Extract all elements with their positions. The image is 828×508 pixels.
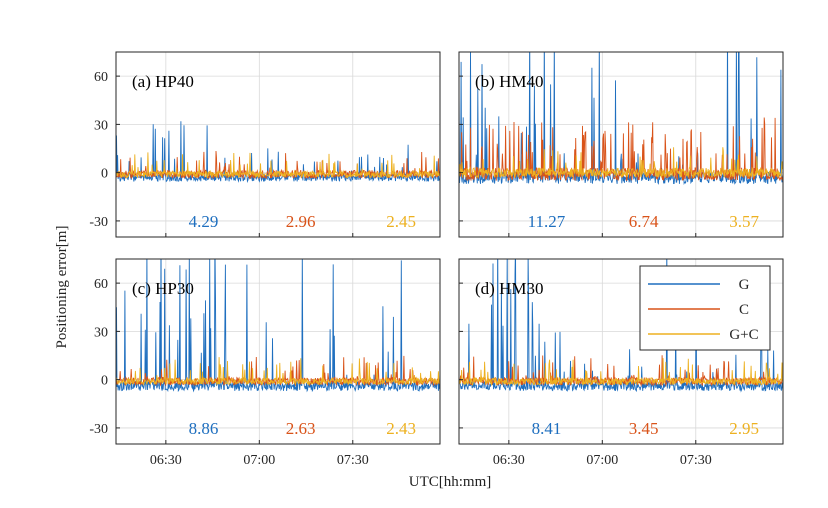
- panel-3: -30 0 30 60 06:30 07:00 07:30 (c) HP30 8.86 2.63 2…: [89, 258, 441, 468]
- rms-label-g: 8.41: [532, 419, 562, 438]
- rms-label-c: 6.74: [629, 212, 659, 231]
- x-tick-label: 07:30: [337, 453, 369, 468]
- rms-label-g: 11.27: [528, 212, 566, 231]
- y-tick-label: 0: [101, 167, 108, 182]
- y-tick-label: -30: [89, 215, 108, 230]
- y-tick-label: 30: [94, 118, 108, 133]
- series-line-gplusc: [459, 147, 783, 180]
- legend-entry-label: C: [739, 302, 749, 318]
- panel-title: (c) HP30: [132, 279, 194, 298]
- series-line-c: [116, 355, 440, 387]
- rms-label-g: 8.86: [189, 419, 219, 438]
- axes-frame: [115, 258, 441, 445]
- rms-label-gplusc: 2.43: [386, 419, 416, 438]
- y-tick-label: -30: [89, 422, 108, 437]
- series-line-g: [459, 52, 783, 185]
- rms-label-c: 2.63: [286, 419, 316, 438]
- legend: GC G+C: [639, 265, 771, 351]
- x-tick-label: 07:00: [243, 453, 275, 468]
- axes-frame: [115, 51, 441, 238]
- series-line-g: [116, 259, 440, 393]
- series-line-gplusc: [116, 357, 440, 387]
- series-line-g: [116, 121, 440, 183]
- rms-label-gplusc: 2.95: [729, 419, 759, 438]
- x-tick-label: 06:30: [150, 453, 182, 468]
- panel-title: (d) HM30: [475, 279, 543, 298]
- panel-4: 06:30 07:00 07:30 (d) HM30 8.41 3.45 2.95: [458, 258, 784, 468]
- rms-label-g: 4.29: [189, 212, 219, 231]
- legend-box: [639, 265, 771, 351]
- panel-title: (a) HP40: [132, 72, 194, 91]
- rms-label-c: 3.45: [629, 419, 659, 438]
- y-axis-label: Positioning error[m]: [54, 226, 70, 349]
- series-line-gplusc: [459, 358, 783, 387]
- y-tick-label: 60: [94, 277, 108, 292]
- x-tick-label: 07:30: [680, 453, 712, 468]
- panel-2: (b) HM40 11.27 6.74 3.57: [458, 51, 784, 238]
- series-line-gplusc: [116, 152, 440, 179]
- x-tick-label: 06:30: [493, 453, 525, 468]
- legend-entry-label: G+C: [729, 327, 758, 343]
- panel-title: (b) HM40: [475, 72, 543, 91]
- rms-label-gplusc: 2.45: [386, 212, 416, 231]
- panel-1: -30 0 30 60 (a) HP40 4.29 2.96 2.45: [89, 51, 441, 238]
- x-tick-label: 07:00: [586, 453, 618, 468]
- axes-frame: [458, 51, 784, 238]
- axes-frame: [458, 258, 784, 445]
- rms-label-c: 2.96: [286, 212, 316, 231]
- legend-entry-label: G: [739, 277, 750, 293]
- y-tick-label: 30: [94, 325, 108, 340]
- y-tick-label: 0: [101, 374, 108, 389]
- x-axis-label: UTC[hh:mm]: [409, 474, 492, 490]
- rms-label-gplusc: 3.57: [729, 212, 759, 231]
- y-tick-label: 60: [94, 70, 108, 85]
